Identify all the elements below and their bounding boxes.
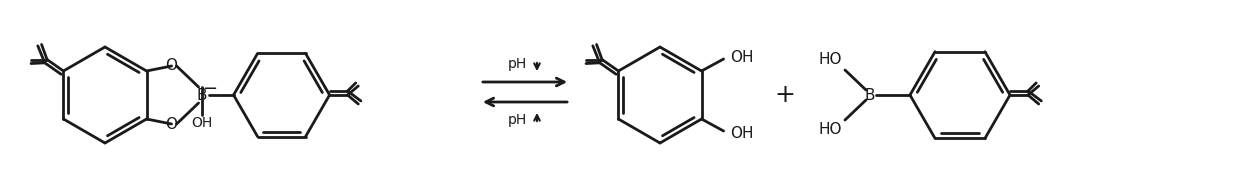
Text: HO: HO [818,123,842,138]
Text: O: O [166,116,177,131]
Text: B: B [864,88,875,102]
Text: OH: OH [730,50,754,64]
Text: OH: OH [191,116,212,130]
Text: +: + [775,83,795,107]
Text: O: O [166,59,177,74]
Text: pH: pH [507,113,527,127]
Text: B: B [196,88,207,102]
Text: pH: pH [507,57,527,71]
Text: HO: HO [818,52,842,67]
Text: OH: OH [730,126,754,140]
Text: −: − [202,80,217,98]
